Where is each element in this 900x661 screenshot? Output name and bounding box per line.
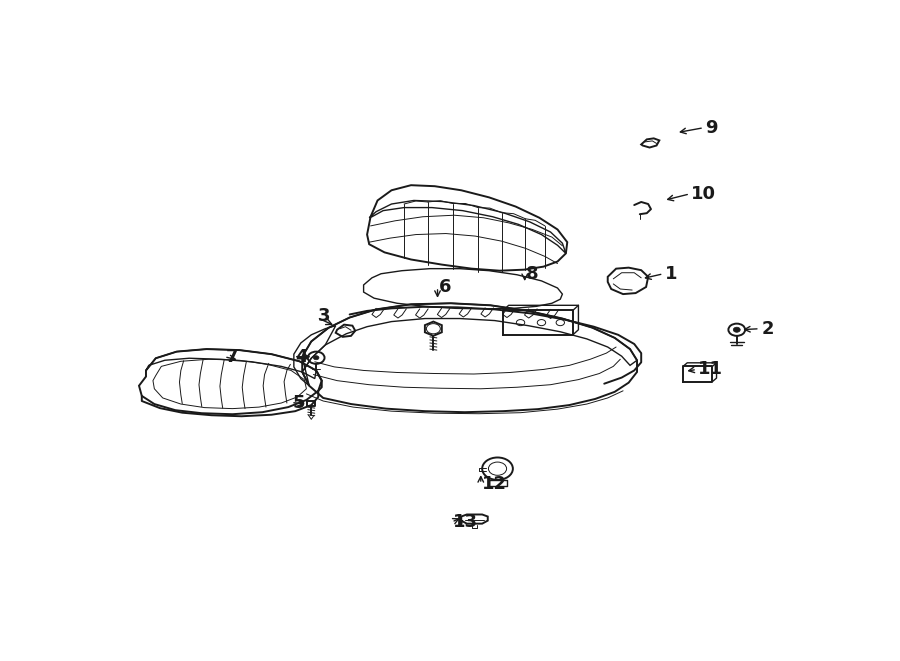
Text: 10: 10: [691, 185, 716, 203]
Text: 11: 11: [698, 360, 724, 379]
Circle shape: [734, 327, 740, 332]
Text: 3: 3: [319, 307, 331, 325]
Text: 13: 13: [453, 513, 478, 531]
Text: 8: 8: [526, 265, 539, 283]
Text: 6: 6: [439, 278, 452, 296]
Text: 2: 2: [761, 320, 774, 338]
Text: 12: 12: [482, 475, 508, 493]
Text: 9: 9: [706, 119, 718, 137]
Text: 7: 7: [226, 348, 238, 366]
Text: 1: 1: [665, 265, 678, 283]
Text: 5: 5: [292, 393, 305, 412]
Text: 4: 4: [295, 348, 308, 366]
Circle shape: [313, 356, 319, 360]
